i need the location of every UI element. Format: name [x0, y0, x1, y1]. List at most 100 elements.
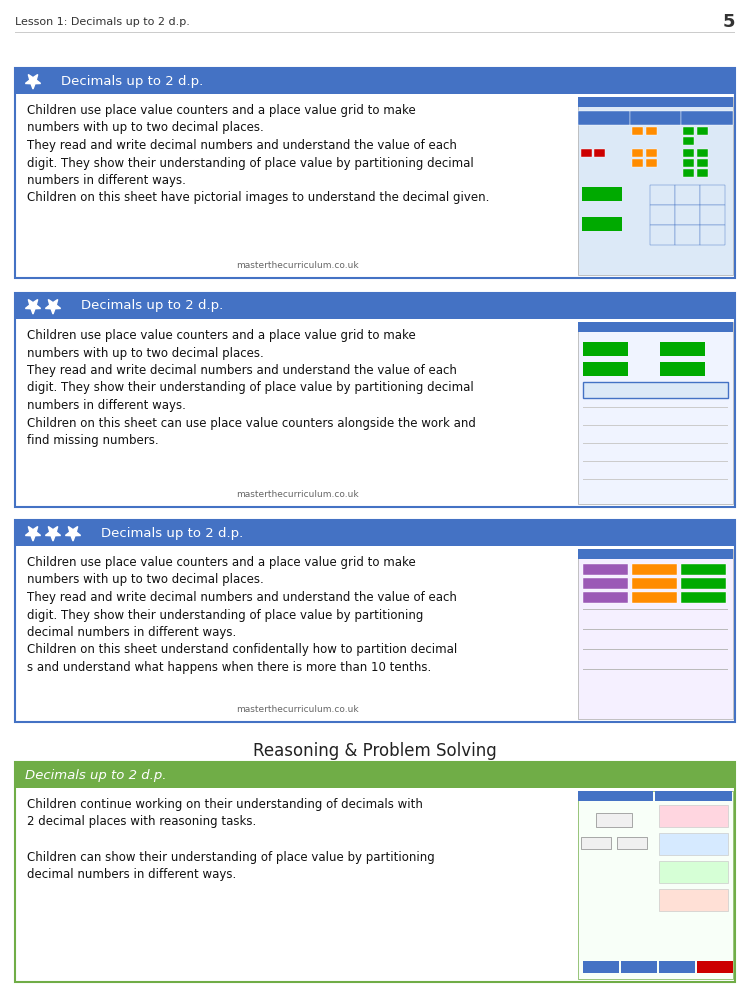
Bar [659, 833, 728, 855]
Bar [578, 97, 733, 107]
Text: Decimals up to 2 d.p.: Decimals up to 2 d.p. [25, 768, 166, 782]
Bar [681, 111, 733, 125]
Bar [596, 813, 632, 827]
Text: Children use place value counters and a place value grid to make
numbers with up: Children use place value counters and a … [27, 556, 457, 674]
Bar [646, 149, 657, 157]
Bar [700, 185, 725, 205]
Bar [583, 609, 728, 610]
Bar [583, 425, 728, 426]
Bar [582, 217, 622, 231]
Text: masterthecurriculum.co.uk: masterthecurriculum.co.uk [236, 705, 358, 714]
Bar [578, 791, 653, 801]
Bar [578, 322, 733, 332]
Bar [698, 159, 708, 167]
Text: 5: 5 [722, 13, 735, 31]
Bar [583, 479, 728, 480]
Text: Children use place value counters and a place value grid to make
numbers with up: Children use place value counters and a … [27, 104, 489, 205]
Bar [583, 578, 628, 589]
Bar [681, 592, 726, 603]
Polygon shape [65, 527, 80, 541]
Bar [650, 225, 675, 245]
Bar [15, 520, 735, 546]
Bar [659, 861, 728, 883]
Bar [650, 205, 675, 225]
Bar [581, 149, 592, 157]
Bar [659, 889, 728, 911]
Bar [660, 342, 705, 356]
Bar [683, 159, 694, 167]
Polygon shape [26, 527, 40, 541]
Bar [15, 762, 735, 788]
Bar [650, 185, 675, 205]
Bar [675, 205, 700, 225]
Bar [578, 322, 733, 504]
Bar [655, 791, 732, 801]
Bar [698, 169, 708, 177]
Bar [578, 97, 733, 275]
Bar [632, 159, 643, 167]
Bar [583, 564, 628, 575]
Bar [632, 564, 677, 575]
Bar [15, 293, 735, 507]
Bar [632, 149, 643, 157]
Bar [632, 592, 677, 603]
Bar [583, 362, 628, 376]
Bar [583, 961, 619, 973]
Text: masterthecurriculum.co.uk: masterthecurriculum.co.uk [236, 261, 358, 270]
Bar [15, 762, 735, 982]
Text: Decimals up to 2 d.p.: Decimals up to 2 d.p. [81, 300, 224, 312]
Bar [697, 961, 733, 973]
Bar [632, 127, 643, 135]
Bar [675, 185, 700, 205]
Bar [583, 443, 728, 444]
Bar [583, 461, 728, 462]
Text: Reasoning & Problem Solving: Reasoning & Problem Solving [253, 742, 496, 760]
Bar [683, 127, 694, 135]
Bar [700, 205, 725, 225]
Bar [698, 149, 708, 157]
Bar [578, 549, 733, 559]
Bar [583, 407, 728, 408]
Bar [15, 68, 735, 94]
Bar [646, 159, 657, 167]
Bar [659, 805, 728, 827]
Bar [659, 961, 695, 973]
Bar [681, 578, 726, 589]
Bar [675, 225, 700, 245]
Polygon shape [46, 527, 61, 541]
Bar [683, 149, 694, 157]
Bar [583, 592, 628, 603]
Bar [583, 382, 728, 398]
Bar [632, 578, 677, 589]
Polygon shape [46, 300, 61, 314]
Bar [681, 564, 726, 575]
Bar [703, 549, 733, 559]
Bar [583, 629, 728, 630]
Bar [683, 137, 694, 145]
Text: Lesson 1: Decimals up to 2 d.p.: Lesson 1: Decimals up to 2 d.p. [15, 17, 190, 27]
Bar [683, 169, 694, 177]
Bar [15, 293, 735, 319]
Bar [700, 225, 725, 245]
Bar [703, 322, 733, 332]
Bar [581, 837, 611, 849]
Bar [578, 791, 733, 979]
Bar [646, 127, 657, 135]
Bar [15, 68, 735, 278]
Bar [582, 187, 622, 201]
Text: Decimals up to 2 d.p.: Decimals up to 2 d.p. [101, 526, 243, 540]
Text: Children continue working on their understanding of decimals with
2 decimal plac: Children continue working on their under… [27, 798, 435, 881]
Bar [621, 961, 657, 973]
Bar [578, 549, 733, 719]
Bar [630, 111, 681, 125]
Bar [703, 97, 733, 107]
Text: Decimals up to 2 d.p.: Decimals up to 2 d.p. [61, 75, 203, 88]
Text: masterthecurriculum.co.uk: masterthecurriculum.co.uk [236, 490, 358, 499]
Polygon shape [26, 300, 40, 314]
Bar [594, 149, 605, 157]
Polygon shape [26, 75, 40, 89]
Bar [578, 111, 630, 125]
Bar [15, 520, 735, 722]
Bar [660, 362, 705, 376]
Bar [583, 342, 628, 356]
